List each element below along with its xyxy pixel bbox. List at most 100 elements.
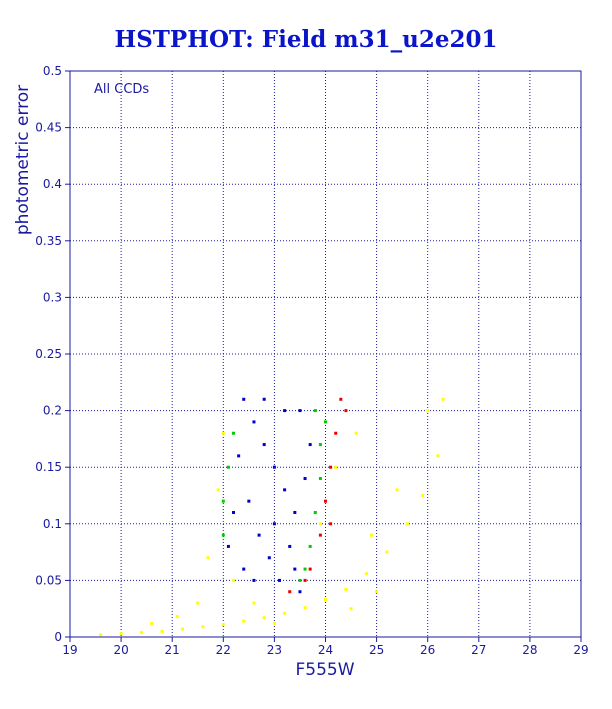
y-tick-label: 0: [54, 630, 62, 644]
x-tick-label: 22: [216, 643, 231, 657]
data-point: [344, 587, 348, 591]
data-point: [369, 533, 373, 537]
data-point: [288, 544, 292, 548]
y-tick-label: 0.35: [35, 234, 62, 248]
data-point: [303, 578, 307, 582]
data-point: [344, 409, 348, 413]
data-point: [272, 621, 276, 625]
data-point: [441, 397, 445, 401]
data-point: [242, 619, 246, 623]
data-point: [201, 625, 205, 629]
annotation-label: All CCDs: [94, 82, 149, 97]
data-point: [252, 420, 256, 424]
data-point: [426, 409, 430, 413]
y-tick-label: 0.25: [35, 347, 62, 361]
data-point: [180, 627, 184, 631]
x-axis-label: F555W: [295, 660, 354, 680]
data-point: [324, 598, 327, 602]
data-point: [303, 567, 307, 571]
data-point: [303, 477, 307, 481]
data-point: [318, 477, 322, 481]
data-point: [375, 590, 379, 594]
data-point: [237, 454, 241, 458]
data-point: [308, 443, 312, 447]
x-tick-label: 27: [471, 643, 486, 657]
data-point: [324, 499, 327, 503]
x-tick-label: 23: [267, 643, 282, 657]
data-point: [303, 606, 307, 610]
x-tick-label: 19: [62, 643, 77, 657]
data-point: [308, 567, 312, 571]
data-point: [272, 465, 276, 469]
data-point: [318, 443, 322, 447]
data-point: [334, 465, 338, 469]
data-point: [99, 633, 103, 637]
data-point: [252, 601, 256, 605]
chart-title: HSTPHOT: Field m31_u2e201: [114, 26, 497, 53]
data-point: [405, 522, 409, 526]
data-point: [119, 632, 123, 636]
data-point: [257, 533, 261, 537]
y-tick-label: 0.05: [35, 573, 62, 587]
data-point: [298, 590, 302, 594]
data-point: [283, 488, 287, 492]
data-point: [385, 550, 389, 554]
data-point: [334, 431, 338, 435]
data-point: [216, 488, 220, 492]
y-tick-label: 0.5: [43, 64, 62, 78]
data-point: [364, 572, 368, 576]
data-point: [272, 522, 276, 526]
data-point: [436, 454, 440, 458]
x-tick-label: 24: [318, 643, 333, 657]
data-point: [421, 494, 425, 497]
data-point: [324, 420, 327, 424]
data-point: [150, 621, 154, 625]
data-point: [206, 556, 210, 560]
x-tick-label: 25: [369, 643, 384, 657]
data-point: [329, 465, 333, 469]
data-point: [262, 616, 266, 620]
x-tick-label: 29: [573, 643, 588, 657]
x-tick-label: 26: [420, 643, 435, 657]
data-point: [313, 409, 317, 413]
data-point: [298, 578, 302, 582]
data-point: [221, 533, 225, 537]
data-point: [242, 397, 246, 401]
data-point: [349, 607, 353, 611]
data-point: [354, 431, 358, 435]
data-point: [329, 522, 333, 526]
y-tick-label: 0.2: [43, 404, 62, 418]
data-point: [293, 510, 297, 514]
data-point: [283, 409, 287, 413]
data-point: [160, 629, 164, 633]
x-tick-label: 20: [113, 643, 128, 657]
data-point: [221, 623, 225, 627]
data-point: [262, 443, 266, 447]
data-point: [262, 397, 266, 401]
y-axis-label: photometric error: [13, 85, 33, 235]
data-point: [247, 499, 251, 503]
y-axis-ticks: 0 0.05 0.1 0.15 0.2 0.25 0.3 0.35 0.4 0.45 0.5: [35, 64, 70, 644]
x-tick-label: 21: [165, 643, 180, 657]
data-point: [267, 556, 271, 560]
x-axis-ticks: 19 20 21 22 23 24 25 26 27 28 29: [62, 637, 589, 657]
y-tick-label: 0.1: [43, 517, 62, 531]
data-point: [221, 499, 225, 503]
x-tick-label: 28: [522, 643, 537, 657]
data-point: [232, 510, 236, 514]
data-point: [252, 578, 256, 582]
data-point: [175, 615, 179, 619]
data-point: [318, 533, 322, 537]
data-point: [232, 578, 236, 582]
data-point: [308, 544, 312, 548]
data-points: [99, 397, 445, 637]
data-point: [242, 567, 246, 571]
y-tick-label: 0.3: [43, 290, 62, 304]
data-point: [221, 431, 225, 435]
data-point: [288, 590, 292, 594]
data-point: [232, 431, 236, 435]
y-tick-label: 0.4: [43, 177, 62, 191]
data-point: [313, 510, 317, 514]
data-point: [293, 567, 297, 571]
data-point: [395, 488, 399, 492]
